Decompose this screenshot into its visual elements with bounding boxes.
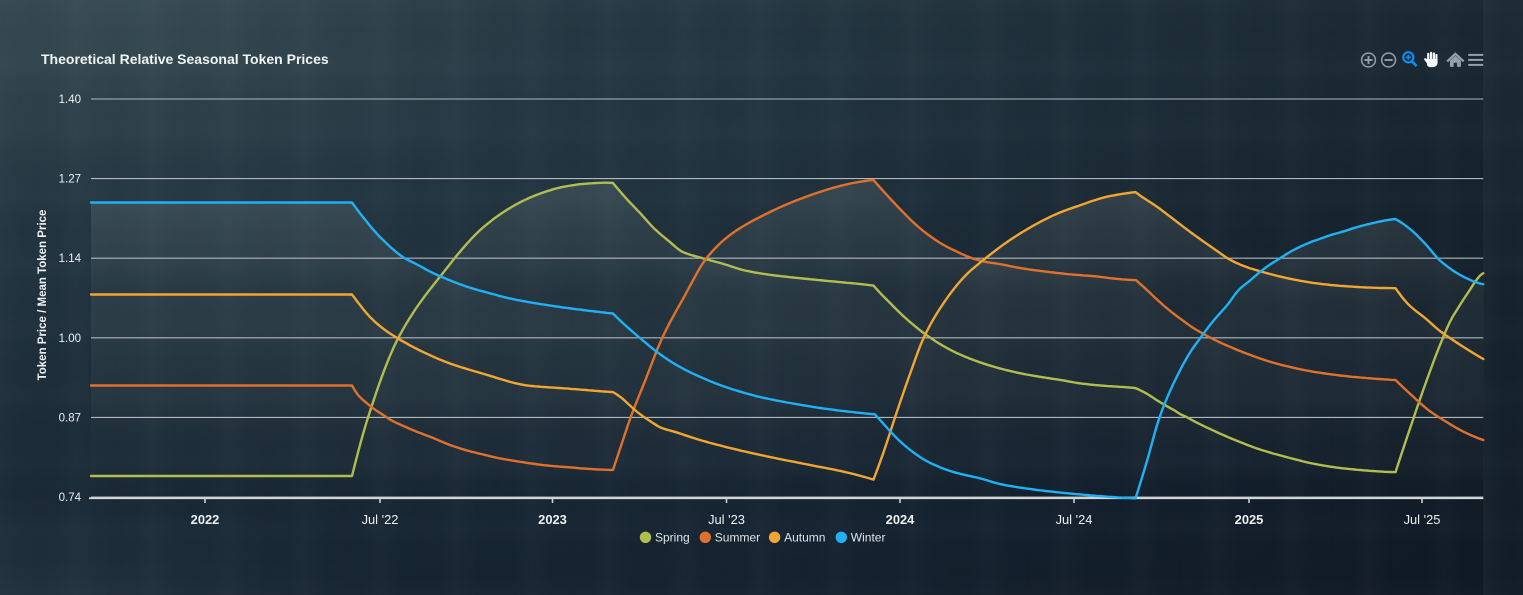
svg-text:Token Price / Mean Token Price: Token Price / Mean Token Price	[37, 210, 49, 381]
svg-text:1.40: 1.40	[59, 94, 81, 106]
svg-text:1.27: 1.27	[59, 174, 81, 186]
svg-text:Jul '24: Jul '24	[1056, 512, 1093, 527]
svg-text:Summer: Summer	[715, 531, 760, 545]
svg-text:2022: 2022	[191, 512, 220, 527]
svg-text:0.74: 0.74	[59, 492, 82, 504]
svg-text:1.14: 1.14	[59, 253, 82, 265]
svg-text:Jul '25: Jul '25	[1404, 512, 1441, 527]
svg-text:Jul '22: Jul '22	[362, 512, 399, 527]
svg-text:2024: 2024	[886, 512, 916, 527]
svg-text:Autumn: Autumn	[784, 531, 825, 545]
svg-text:Spring: Spring	[655, 531, 690, 545]
svg-text:1.00: 1.00	[59, 333, 81, 345]
svg-text:Winter: Winter	[851, 531, 886, 545]
svg-text:Theoretical Relative Seasonal: Theoretical Relative Seasonal Token Pric…	[41, 51, 329, 67]
svg-text:2025: 2025	[1235, 512, 1264, 527]
svg-text:Jul '23: Jul '23	[708, 512, 745, 527]
svg-text:0.87: 0.87	[59, 412, 81, 424]
svg-text:2023: 2023	[538, 512, 567, 527]
